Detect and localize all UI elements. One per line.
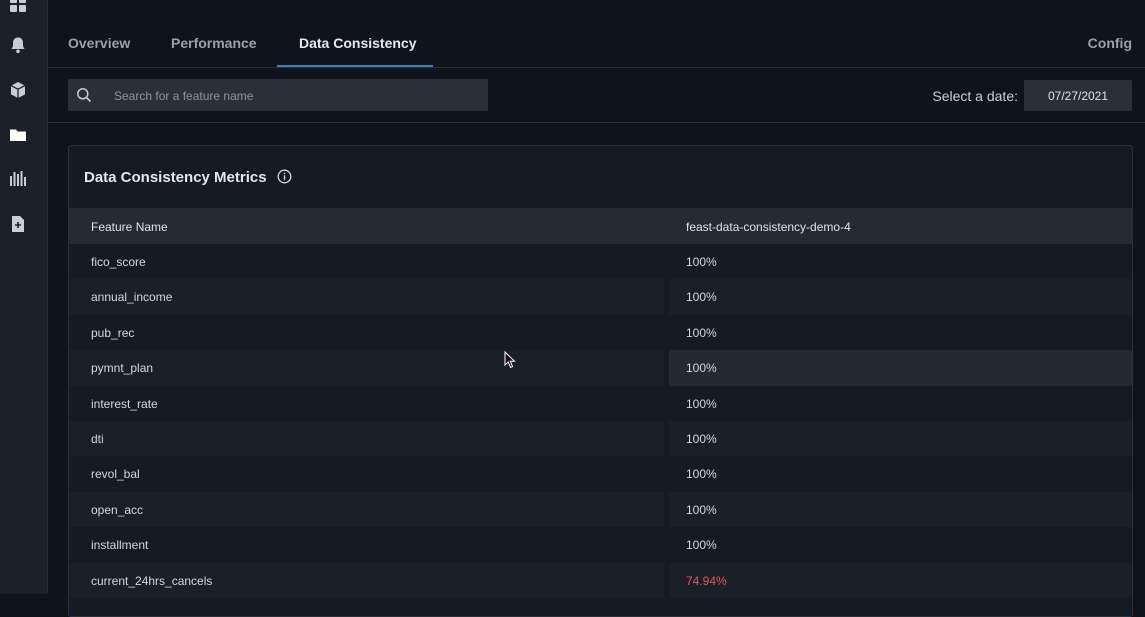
- info-icon[interactable]: [277, 169, 292, 184]
- consistency-value-cell: 100%: [686, 325, 717, 340]
- table-row[interactable]: interest_rate 100%: [69, 386, 1132, 421]
- column-header-feature-name[interactable]: Feature Name: [91, 220, 168, 234]
- chart-icon[interactable]: [9, 170, 27, 188]
- feature-name-cell: installment: [91, 538, 149, 553]
- consistency-value-cell: 100%: [686, 361, 717, 376]
- table-row[interactable]: annual_income 100%: [69, 279, 1132, 315]
- feature-name-cell: fico_score: [91, 255, 146, 269]
- panel-title: Data Consistency Metrics: [84, 169, 267, 186]
- metrics-table: Feature Name feast-data-consistency-demo…: [69, 208, 1132, 598]
- sidebar: [0, 0, 48, 594]
- consistency-value-cell: 100%: [686, 431, 717, 446]
- feature-name-cell: revol_bal: [91, 467, 140, 482]
- bell-icon[interactable]: [9, 36, 27, 54]
- search-icon: [76, 87, 92, 103]
- feature-name-cell: interest_rate: [91, 396, 158, 411]
- table-row[interactable]: pub_rec 100%: [69, 315, 1132, 350]
- table-row[interactable]: open_acc 100%: [69, 491, 1132, 528]
- feature-name-cell: annual_income: [91, 290, 173, 305]
- consistency-value-cell: 100%: [686, 255, 717, 269]
- search-input[interactable]: [112, 79, 476, 113]
- feature-name-cell: open_acc: [91, 502, 144, 517]
- table-row[interactable]: current_24hrs_cancels 74.94%: [69, 562, 1132, 598]
- document-add-icon[interactable]: [9, 215, 27, 233]
- tab-performance[interactable]: Performance: [171, 35, 257, 51]
- feature-name-cell: pub_rec: [91, 325, 135, 340]
- main-content: Overview Performance Data Consistency Co…: [48, 0, 1145, 617]
- table-row[interactable]: installment 100%: [69, 527, 1132, 562]
- metrics-panel: Data Consistency Metrics Feature Name fe…: [68, 145, 1133, 617]
- config-link[interactable]: Config: [1087, 35, 1132, 51]
- active-tab-indicator: [277, 65, 433, 67]
- table-row[interactable]: fico_score 100%: [69, 244, 1132, 279]
- feature-name-cell: pymnt_plan: [91, 361, 154, 376]
- tab-bar: Overview Performance Data Consistency Co…: [48, 0, 1145, 68]
- table-header: Feature Name feast-data-consistency-demo…: [69, 208, 1132, 244]
- consistency-value-cell: 100%: [686, 396, 717, 411]
- column-header-dataset[interactable]: feast-data-consistency-demo-4: [686, 220, 851, 234]
- toolbar: Select a date: 07/27/2021: [48, 68, 1145, 123]
- consistency-value-cell: 100%: [686, 467, 717, 482]
- dashboard-icon[interactable]: [9, 0, 27, 13]
- feature-name-cell: current_24hrs_cancels: [91, 573, 213, 588]
- consistency-value-cell: 74.94%: [686, 573, 727, 588]
- consistency-value-cell: 100%: [686, 538, 717, 553]
- search-box[interactable]: [68, 79, 488, 113]
- consistency-value-cell: 100%: [686, 290, 717, 305]
- table-body: fico_score 100% annual_income 100% pub_r…: [69, 244, 1132, 598]
- cube-icon[interactable]: [9, 81, 27, 99]
- feature-name-cell: dti: [91, 431, 104, 446]
- folder-icon[interactable]: [9, 126, 27, 144]
- consistency-value-cell: 100%: [686, 502, 717, 517]
- date-label: Select a date:: [932, 88, 1018, 104]
- table-row[interactable]: dti 100%: [69, 420, 1132, 457]
- date-picker[interactable]: 07/27/2021: [1024, 80, 1132, 111]
- table-row[interactable]: pymnt_plan 100%: [69, 350, 1132, 386]
- table-row[interactable]: revol_bal 100%: [69, 456, 1132, 491]
- tab-data-consistency[interactable]: Data Consistency: [299, 35, 417, 51]
- tab-overview[interactable]: Overview: [68, 35, 131, 51]
